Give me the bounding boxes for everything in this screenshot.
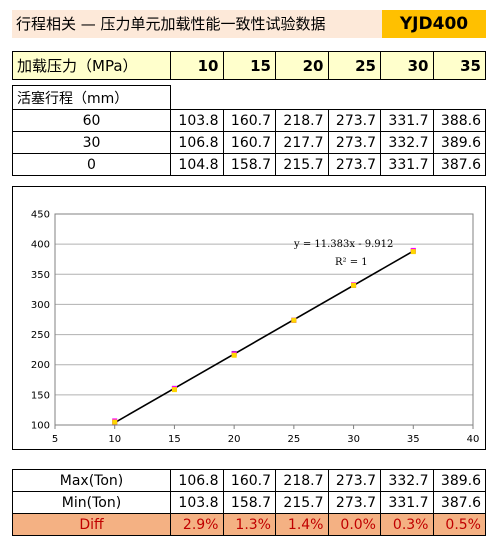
value-cell: 104.8 bbox=[170, 153, 224, 176]
value-cell: 273.7 bbox=[327, 153, 381, 176]
summary-table: Max(Ton) 106.8 160.7 218.7 273.7 332.7 3… bbox=[12, 469, 486, 536]
diff-row: Diff 2.9% 1.3% 1.4% 0.0% 0.3% 0.5% bbox=[12, 513, 486, 536]
y-tick-label: 250 bbox=[31, 330, 50, 341]
data-point-series-3 bbox=[351, 282, 357, 288]
value-cell: 215.7 bbox=[275, 153, 329, 176]
pressure-cell: 25 bbox=[327, 51, 381, 80]
y-tick-label: 200 bbox=[31, 360, 50, 371]
value-cell: 273.7 bbox=[327, 109, 381, 132]
y-tick-label: 400 bbox=[31, 240, 50, 251]
spacer-row bbox=[12, 79, 486, 86]
value-cell: 389.6 bbox=[432, 469, 486, 492]
stroke-table: 加载压力（MPa） 10 15 20 25 30 35 活塞行程（mm） 60 … bbox=[12, 51, 486, 176]
value-cell: 389.6 bbox=[432, 131, 486, 154]
value-cell: 160.7 bbox=[222, 131, 276, 154]
model-code: YJD400 bbox=[382, 10, 486, 38]
data-point-series-3 bbox=[231, 352, 237, 358]
y-tick-label: 350 bbox=[31, 270, 50, 281]
x-tick-label: 40 bbox=[467, 434, 480, 445]
pressure-cell: 20 bbox=[275, 51, 329, 80]
row-label: 0 bbox=[12, 153, 171, 176]
value-cell: 103.8 bbox=[170, 491, 224, 514]
diff-cell: 1.3% bbox=[222, 513, 276, 536]
row-label: 60 bbox=[12, 109, 171, 132]
value-cell: 331.7 bbox=[380, 153, 434, 176]
x-tick-label: 25 bbox=[287, 434, 300, 445]
trendline bbox=[114, 250, 414, 424]
value-cell: 160.7 bbox=[222, 109, 276, 132]
diff-cell: 0.0% bbox=[327, 513, 381, 536]
y-tick-label: 100 bbox=[31, 421, 50, 432]
x-tick-label: 35 bbox=[407, 434, 420, 445]
data-point-series-3 bbox=[410, 249, 416, 255]
value-cell: 331.7 bbox=[380, 491, 434, 514]
x-tick-label: 15 bbox=[168, 434, 181, 445]
stroke-label: 活塞行程（mm） bbox=[12, 85, 171, 110]
pressure-row: 加载压力（MPa） 10 15 20 25 30 35 bbox=[12, 51, 486, 80]
sheet-title: 行程相关 — 压力单元加载性能一致性试验数据 bbox=[12, 10, 382, 38]
value-cell: 160.7 bbox=[222, 469, 276, 492]
value-cell: 215.7 bbox=[275, 491, 329, 514]
x-tick-label: 20 bbox=[228, 434, 241, 445]
diff-cell: 0.3% bbox=[380, 513, 434, 536]
value-cell: 217.7 bbox=[275, 131, 329, 154]
value-cell: 106.8 bbox=[170, 131, 224, 154]
value-cell: 273.7 bbox=[327, 469, 381, 492]
y-tick-label: 300 bbox=[31, 300, 50, 311]
x-tick-label: 5 bbox=[52, 434, 58, 445]
row-label: 30 bbox=[12, 131, 171, 154]
plot-frame bbox=[54, 213, 474, 426]
row-label: Min(Ton) bbox=[12, 491, 171, 514]
value-cell: 331.7 bbox=[380, 109, 434, 132]
value-cell: 103.8 bbox=[170, 109, 224, 132]
x-tick-label: 10 bbox=[108, 434, 121, 445]
pressure-cell: 15 bbox=[222, 51, 276, 80]
value-cell: 106.8 bbox=[170, 469, 224, 492]
header-bar: 行程相关 — 压力单元加载性能一致性试验数据 YJD400 bbox=[12, 10, 486, 38]
empty-cell bbox=[170, 85, 486, 110]
value-cell: 218.7 bbox=[275, 109, 329, 132]
r-squared-label: R² = 1 bbox=[335, 257, 368, 268]
stroke-header-row: 活塞行程（mm） bbox=[12, 85, 486, 110]
table-row: Max(Ton) 106.8 160.7 218.7 273.7 332.7 3… bbox=[12, 469, 486, 492]
diff-cell: 1.4% bbox=[275, 513, 329, 536]
y-tick-label: 150 bbox=[31, 390, 50, 401]
row-label: Diff bbox=[12, 513, 171, 536]
table-row: Min(Ton) 103.8 158.7 215.7 273.7 331.7 3… bbox=[12, 491, 486, 514]
x-tick-label: 30 bbox=[347, 434, 360, 445]
value-cell: 388.6 bbox=[432, 109, 486, 132]
value-cell: 332.7 bbox=[380, 469, 434, 492]
value-cell: 158.7 bbox=[222, 491, 276, 514]
y-tick-label: 450 bbox=[31, 210, 50, 221]
trendline-equation: y = 11.383x - 9.912 bbox=[293, 239, 393, 250]
value-cell: 218.7 bbox=[275, 469, 329, 492]
value-cell: 273.7 bbox=[327, 131, 381, 154]
pressure-label: 加载压力（MPa） bbox=[12, 51, 171, 80]
value-cell: 273.7 bbox=[327, 491, 381, 514]
table-row: 0 104.8 158.7 215.7 273.7 331.7 387.6 bbox=[12, 153, 486, 176]
data-point-series-3 bbox=[171, 387, 177, 393]
pressure-cell: 35 bbox=[432, 51, 486, 80]
table-row: 60 103.8 160.7 218.7 273.7 331.7 388.6 bbox=[12, 109, 486, 132]
value-cell: 332.7 bbox=[380, 131, 434, 154]
row-label: Max(Ton) bbox=[12, 469, 171, 492]
data-point-series-3 bbox=[291, 317, 297, 323]
chart-area: 100 150 200 250 300 350 400 450 5 10 15 20 25 30 35 40 … bbox=[12, 186, 486, 450]
pressure-cell: 30 bbox=[380, 51, 434, 80]
data-point-series-3 bbox=[112, 419, 118, 425]
value-cell: 387.6 bbox=[432, 491, 486, 514]
diff-cell: 0.5% bbox=[432, 513, 486, 536]
value-cell: 387.6 bbox=[432, 153, 486, 176]
value-cell: 158.7 bbox=[222, 153, 276, 176]
table-row: 30 106.8 160.7 217.7 273.7 332.7 389.6 bbox=[12, 131, 486, 154]
pressure-cell: 10 bbox=[170, 51, 224, 80]
diff-cell: 2.9% bbox=[170, 513, 224, 536]
